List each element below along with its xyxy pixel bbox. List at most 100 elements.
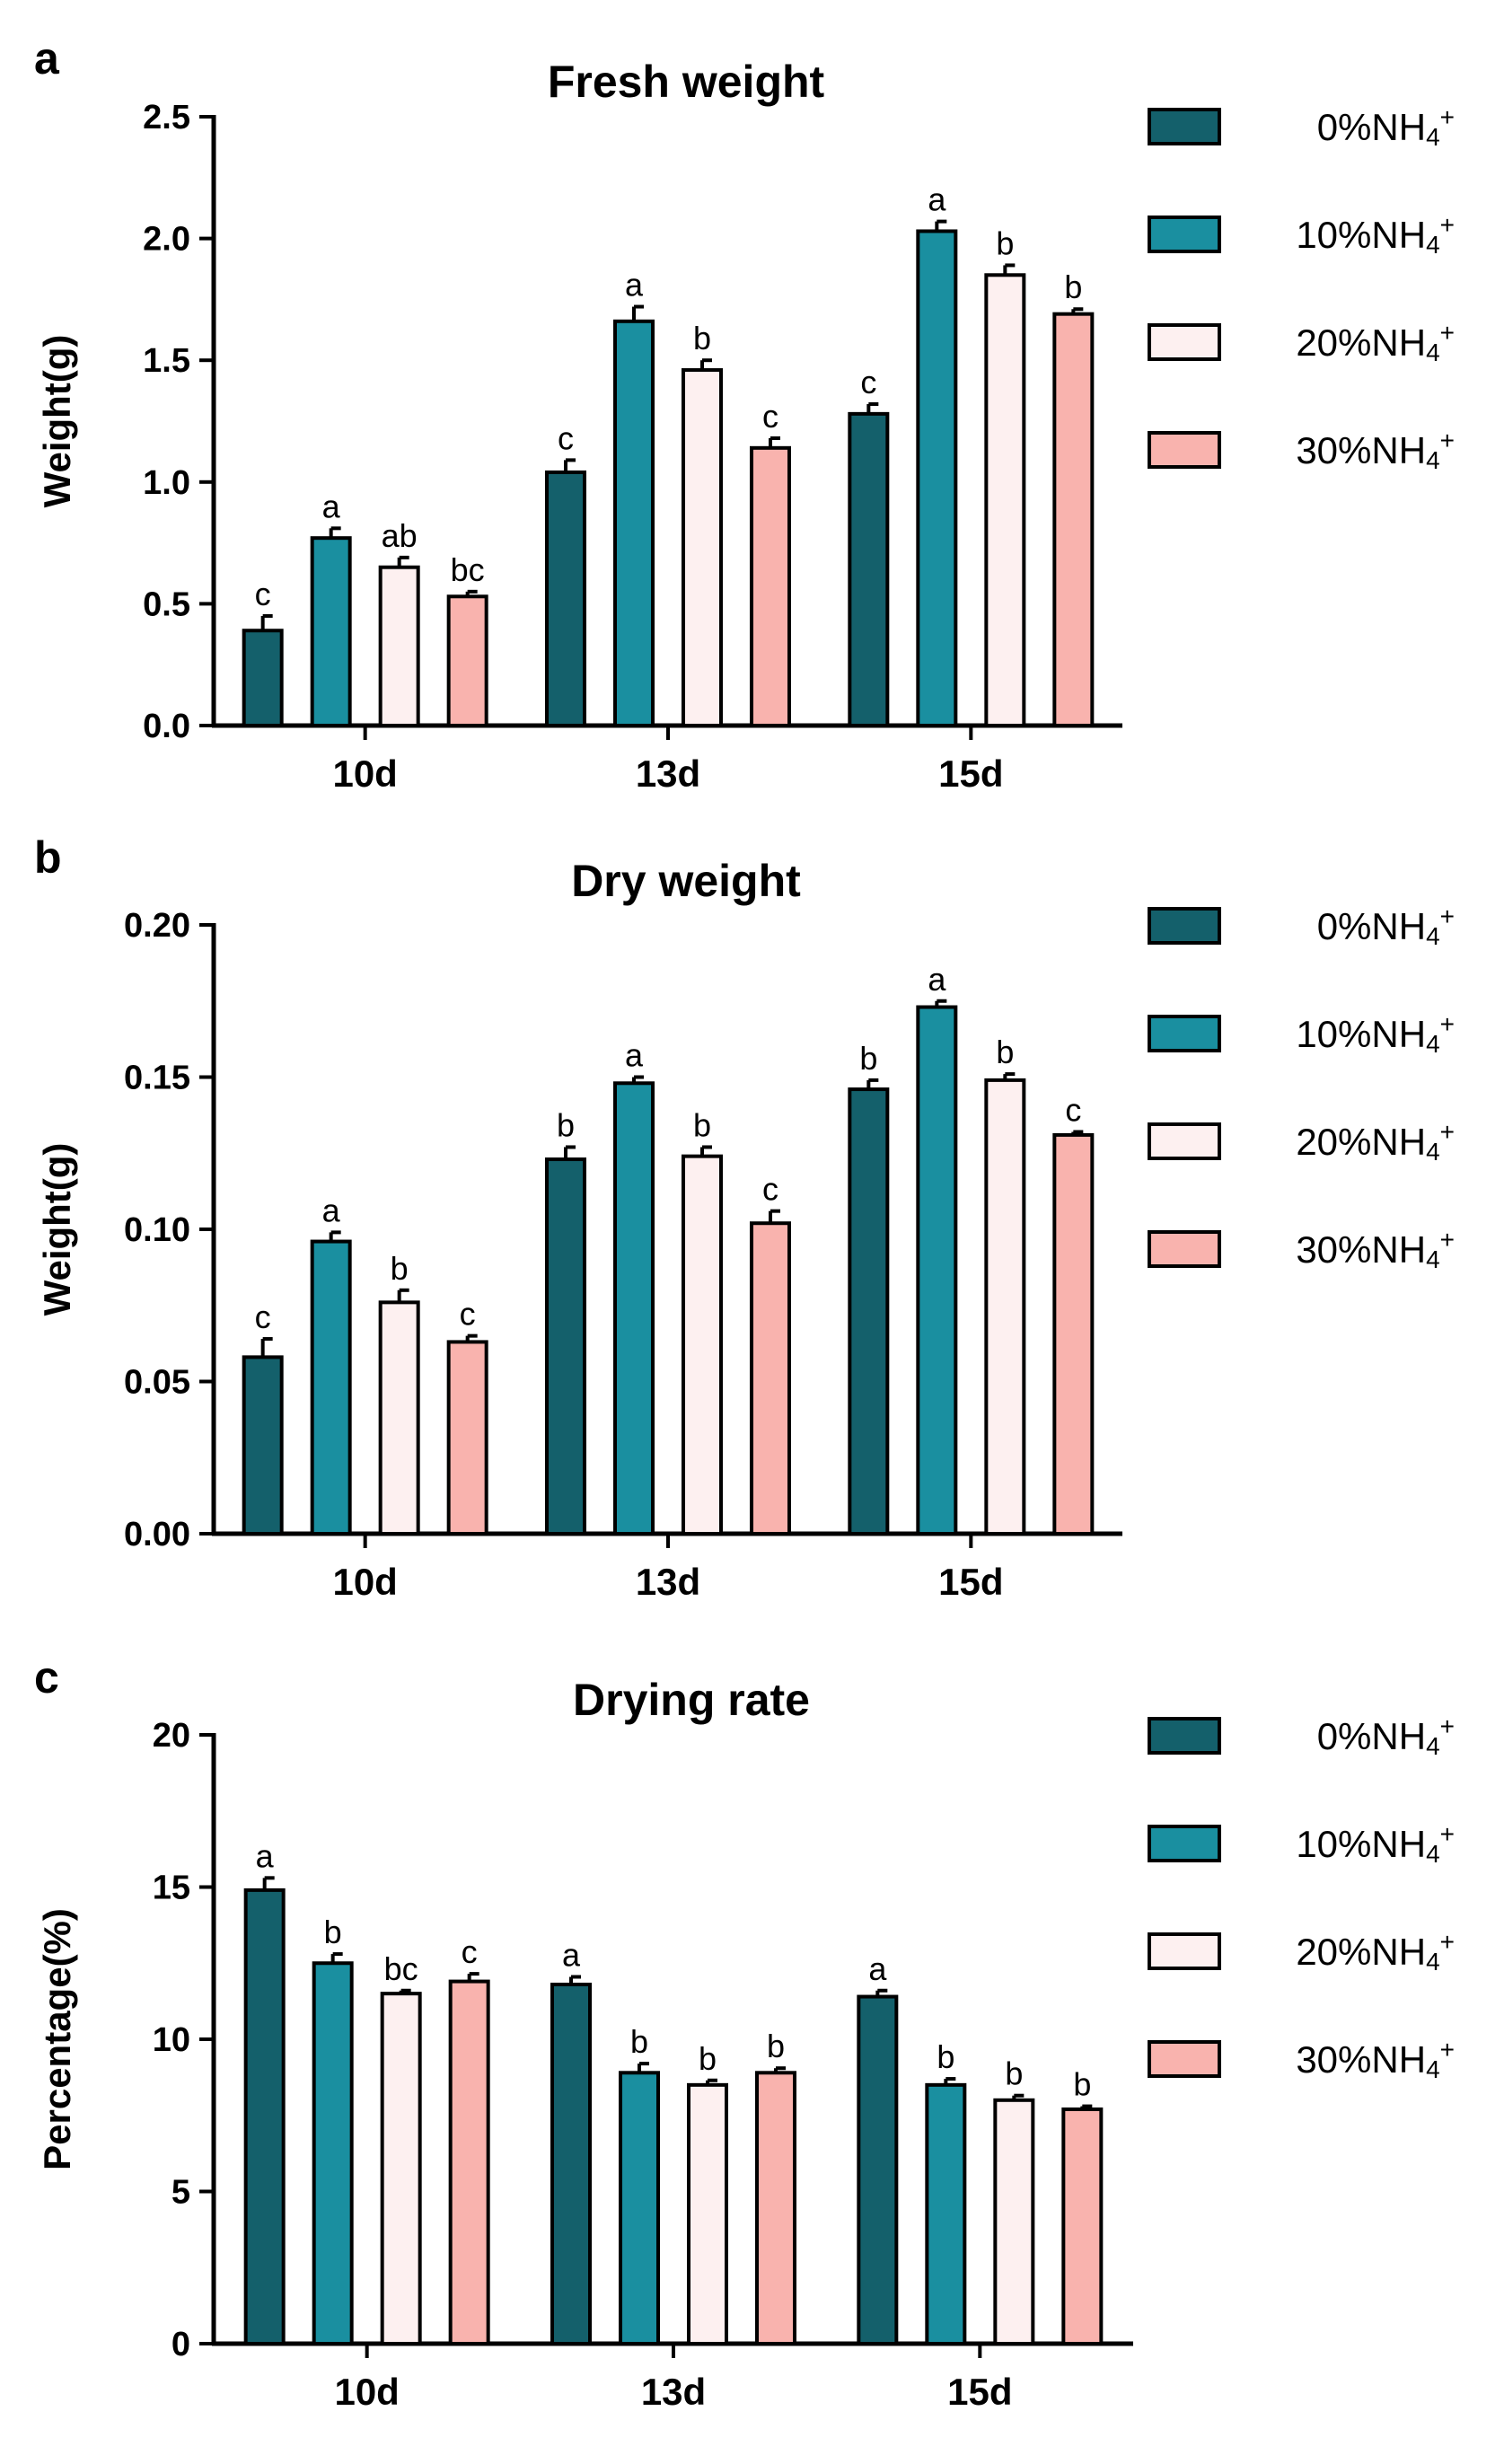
bar — [312, 1961, 354, 2345]
x-tick-label: 15d — [938, 1561, 1003, 1603]
bar — [916, 229, 958, 727]
significance-label: a — [322, 1192, 341, 1228]
significance-label: ab — [382, 517, 418, 554]
significance-label: c — [255, 1298, 271, 1335]
y-tick-label: 20 — [153, 1717, 190, 1755]
bar — [1052, 312, 1095, 727]
legend-swatch — [1148, 1230, 1221, 1268]
bar — [545, 470, 586, 728]
legend-label: 0%NH4+ — [1317, 1712, 1455, 1760]
chart-panel-c: c Drying rate05101520Percentage(%)10dabbc… — [34, 1652, 1455, 2413]
significance-label: a — [625, 267, 644, 304]
significance-label: a — [625, 1037, 644, 1074]
bar — [925, 2082, 967, 2346]
bar — [755, 2071, 796, 2346]
bar — [446, 1340, 488, 1536]
significance-label: b — [324, 1914, 342, 1950]
bar — [545, 1157, 586, 1536]
significance-label: c — [558, 419, 574, 456]
bar — [750, 1221, 791, 1536]
legend-swatch — [1148, 1825, 1221, 1862]
bar — [378, 1300, 420, 1536]
significance-label: b — [630, 2023, 648, 2060]
y-tick-label: 15 — [153, 1870, 190, 1907]
legend-label: 30%NH4+ — [1296, 1226, 1455, 1273]
bar — [993, 2098, 1035, 2346]
legend-swatch — [1148, 1717, 1221, 1755]
bar — [550, 1982, 592, 2345]
x-tick-label: 13d — [641, 2371, 706, 2413]
legend-swatch — [1148, 1932, 1221, 1970]
significance-label: a — [322, 488, 341, 524]
bar — [242, 629, 284, 727]
significance-label: b — [996, 1034, 1014, 1070]
y-tick-label: 0 — [172, 2326, 190, 2363]
y-tick-label: 2.5 — [143, 99, 190, 136]
y-axis-label: Weight(g) — [36, 335, 78, 508]
chart-title: Dry weight — [571, 856, 801, 906]
legend-swatch — [1148, 907, 1221, 945]
legend-label: 20%NH4+ — [1296, 1118, 1455, 1166]
panel-letter: c — [34, 1652, 59, 1703]
bar — [446, 594, 488, 727]
bar — [984, 273, 1026, 727]
bar — [448, 1979, 490, 2346]
chart-panel-a: a Fresh weight 0.0 0.5 1.0 1.5 2.0 2.5 Weight(g)… — [34, 33, 1455, 795]
bar — [750, 445, 791, 727]
y-tick-label: 1.5 — [143, 342, 190, 380]
legend-swatch — [1148, 1122, 1221, 1160]
bar — [682, 368, 723, 727]
significance-label: c — [462, 1933, 478, 1970]
significance-label: b — [1073, 2066, 1091, 2103]
significance-label: b — [937, 2038, 954, 2075]
significance-label: c — [762, 398, 778, 435]
legend-swatch — [1148, 216, 1221, 253]
chart-title: Fresh weight — [548, 57, 825, 107]
significance-label: a — [256, 1837, 275, 1874]
significance-label: a — [868, 1950, 887, 1987]
y-tick-label: 0.0 — [143, 708, 190, 745]
significance-label: b — [1064, 268, 1082, 305]
panel-letter: b — [34, 832, 62, 883]
bar — [380, 1992, 422, 2345]
y-tick-label: 0.10 — [124, 1211, 190, 1249]
bar — [916, 1005, 958, 1536]
panel-letter: a — [34, 33, 60, 84]
x-tick-label: 15d — [938, 752, 1003, 795]
bar — [857, 1994, 899, 2346]
y-tick-label: 0.15 — [124, 1060, 190, 1097]
legend-label: 30%NH4+ — [1296, 427, 1455, 474]
bar — [1061, 2107, 1104, 2345]
y-tick-label: 5 — [172, 2174, 190, 2212]
x-tick-label: 13d — [636, 752, 700, 795]
bar — [310, 536, 352, 728]
significance-label: b — [699, 2040, 717, 2077]
x-tick-label: 15d — [947, 2371, 1012, 2413]
significance-label: b — [996, 224, 1014, 261]
significance-label: b — [391, 1250, 409, 1287]
legend-swatch — [1148, 2040, 1221, 2078]
y-axis-label: Percentage(%) — [36, 1908, 78, 2170]
bar — [242, 1355, 284, 1536]
legend-swatch — [1148, 431, 1221, 469]
significance-label: a — [928, 181, 946, 218]
legend-label: 10%NH4+ — [1296, 211, 1455, 259]
significance-label: b — [859, 1040, 877, 1077]
bar — [848, 411, 890, 727]
significance-label: a — [928, 961, 946, 998]
y-tick-label: 0.20 — [124, 907, 190, 945]
bar — [619, 2071, 660, 2346]
y-tick-label: 2.0 — [143, 221, 190, 259]
legend-label: 0%NH4+ — [1317, 103, 1455, 151]
y-tick-label: 10 — [153, 2021, 190, 2059]
bar — [613, 1081, 655, 1536]
significance-label: c — [460, 1296, 476, 1333]
significance-label: b — [767, 2028, 785, 2064]
legend-swatch — [1148, 108, 1221, 145]
significance-label: a — [562, 1937, 581, 1974]
bar — [687, 2082, 728, 2346]
x-tick-label: 10d — [332, 752, 397, 795]
y-tick-label: 0.5 — [143, 585, 190, 623]
significance-label: c — [1065, 1092, 1081, 1129]
